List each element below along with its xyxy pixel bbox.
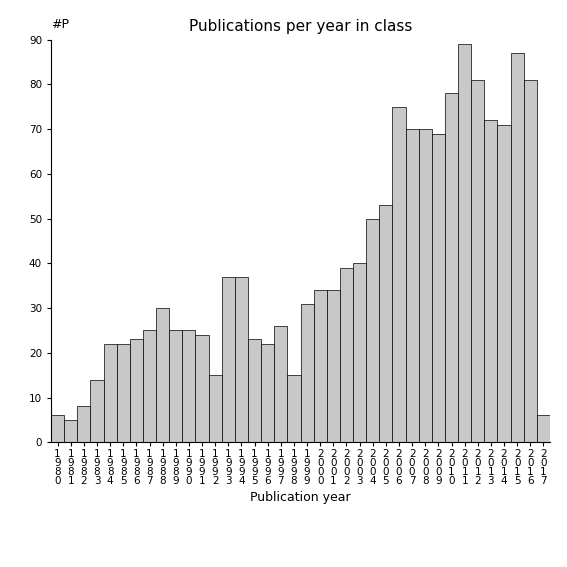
Bar — [497, 125, 511, 442]
Bar — [287, 375, 301, 442]
Bar — [340, 268, 353, 442]
Bar — [117, 344, 130, 442]
Bar — [169, 331, 183, 442]
Bar — [445, 94, 458, 442]
Bar — [537, 416, 550, 442]
Bar — [183, 331, 196, 442]
Bar — [471, 80, 484, 442]
Bar — [511, 53, 524, 442]
Bar — [314, 290, 327, 442]
Bar — [392, 107, 405, 442]
Bar — [104, 344, 117, 442]
Bar — [458, 44, 471, 442]
Bar — [222, 277, 235, 442]
Bar — [64, 420, 77, 442]
Bar — [261, 344, 274, 442]
Bar — [156, 308, 169, 442]
Bar — [274, 326, 287, 442]
Bar — [432, 134, 445, 442]
X-axis label: Publication year: Publication year — [250, 491, 351, 504]
Bar — [51, 416, 64, 442]
Bar — [235, 277, 248, 442]
Bar — [366, 219, 379, 442]
Bar — [524, 80, 537, 442]
Bar — [379, 205, 392, 442]
Bar — [405, 129, 418, 442]
Bar — [418, 129, 432, 442]
Bar — [77, 407, 90, 442]
Text: #P: #P — [51, 18, 69, 31]
Bar — [248, 340, 261, 442]
Bar — [90, 380, 104, 442]
Bar — [484, 120, 497, 442]
Bar — [353, 263, 366, 442]
Bar — [301, 303, 314, 442]
Bar — [143, 331, 156, 442]
Title: Publications per year in class: Publications per year in class — [189, 19, 412, 35]
Bar — [196, 335, 209, 442]
Bar — [209, 375, 222, 442]
Bar — [130, 340, 143, 442]
Bar — [327, 290, 340, 442]
